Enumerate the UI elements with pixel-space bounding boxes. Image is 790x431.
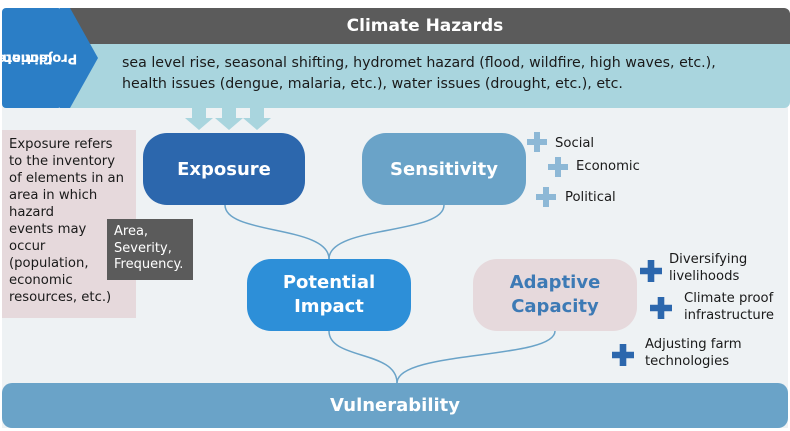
exposure-node: Exposure <box>143 133 305 205</box>
down-arrows-icon <box>185 106 271 130</box>
exposure-to-impact-line <box>224 204 330 260</box>
sensitivity-item-economic: Economic <box>576 159 640 174</box>
adaptive-item-2: Climate proof infrastructure <box>684 290 774 324</box>
potential-impact-line-2: Impact <box>294 296 364 317</box>
vulnerability-label: Vulnerability <box>329 395 461 416</box>
exposure-factor: Severity, <box>114 240 172 256</box>
exposure-note-line: hazard <box>9 205 55 220</box>
exposure-note-line: area in which <box>9 188 98 203</box>
impact-to-vulnerability-line <box>328 330 398 384</box>
adaptive-item-3-line-1: Adjusting farm <box>645 337 742 352</box>
adaptive-item-2-line-1: Climate proof <box>684 291 774 306</box>
climate-hazards-title: Climate Hazards <box>60 8 790 44</box>
potential-impact-line-1: Potential <box>282 272 376 293</box>
adaptive-item-1-line-2: livelihoods <box>669 269 740 284</box>
sensitivity-node: Sensitivity <box>362 133 526 205</box>
exposure-note-line: occur <box>9 239 46 254</box>
vulnerability-bar: Vulnerability <box>2 383 788 428</box>
adaptive-item-1: Diversifying livelihoods <box>669 251 747 285</box>
plus-icon <box>612 344 634 366</box>
sensitivity-label: Sensitivity <box>390 158 498 180</box>
plus-icon <box>548 157 568 177</box>
exposure-note-line: resources, etc.) <box>9 290 112 305</box>
climate-hazards-list: sea level rise, seasonal shifting, hydro… <box>60 44 790 108</box>
exposure-note-line: (population, <box>9 256 89 271</box>
exposure-factor: Area, <box>114 224 149 239</box>
adaptive-capacity-line-2: Capacity <box>511 296 599 317</box>
plus-icon <box>527 132 547 152</box>
exposure-note-line: events may <box>9 222 87 237</box>
exposure-note-line: of elements in an <box>9 171 124 186</box>
climate-hazards-line-2: health issues (dengue, malaria, etc.), w… <box>122 76 623 92</box>
adaptive-item-3-line-2: technologies <box>645 354 730 369</box>
adaptive-capacity-line-1: Adaptive <box>509 272 601 293</box>
exposure-factors-box: Area, Severity, Frequency. <box>107 219 193 280</box>
climate-hazards-line-1: sea level rise, seasonal shifting, hydro… <box>122 55 716 71</box>
potential-impact-node: Potential Impact <box>247 259 411 331</box>
exposure-factor: Frequency. <box>114 257 184 272</box>
adaptive-item-1-line-1: Diversifying <box>669 252 748 267</box>
adaptive-item-2-line-2: infrastructure <box>684 308 775 323</box>
climate-hazards-title-text: Climate Hazards <box>346 16 504 36</box>
climate-projection-tab <box>2 8 62 108</box>
plus-icon <box>640 260 662 282</box>
adaptive-item-3: Adjusting farm technologies <box>645 336 742 370</box>
adaptive-to-vulnerability-line <box>396 330 556 384</box>
exposure-note-line: to the inventory <box>9 154 116 169</box>
exposure-label: Exposure <box>177 158 271 180</box>
exposure-note-line: Exposure refers <box>9 137 113 152</box>
plus-icon <box>536 187 556 207</box>
plus-icon <box>650 297 672 319</box>
sensitivity-item-social: Social <box>555 136 595 151</box>
sensitivity-item-political: Political <box>565 190 616 205</box>
sensitivity-to-impact-line <box>328 204 445 260</box>
adaptive-capacity-node: Adaptive Capacity <box>473 259 637 331</box>
projection-arrow-icon <box>60 8 98 108</box>
exposure-note-line: economic <box>9 273 73 288</box>
